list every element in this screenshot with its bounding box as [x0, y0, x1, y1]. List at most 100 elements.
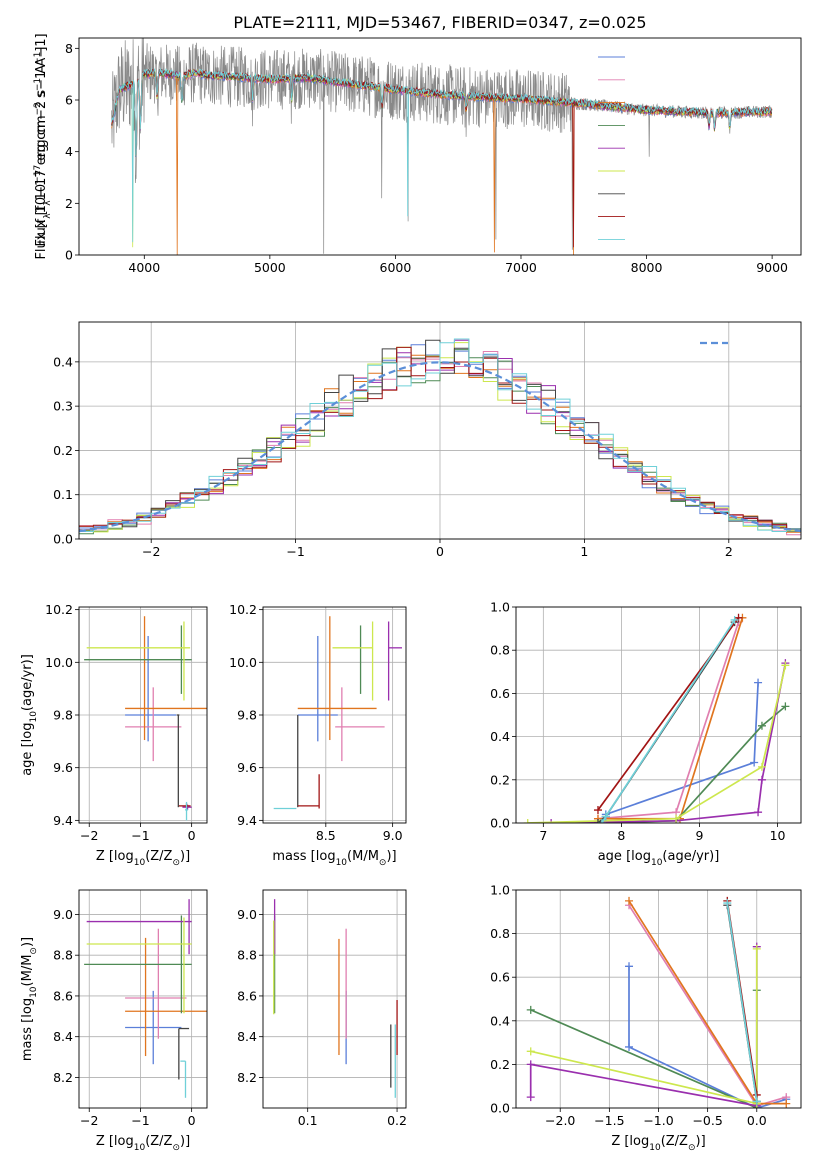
error-bar-marker [86, 899, 192, 955]
axes-frame [262, 889, 407, 1109]
x-tick-label: 9.0 [383, 828, 403, 843]
label-part: 10 [651, 858, 663, 868]
label-part: Z [log [96, 849, 134, 864]
plus-marker [752, 1097, 761, 1106]
label-part: (Z/Z [661, 1134, 688, 1149]
y-tick-label: 0.1 [53, 487, 73, 502]
label-part: 10 [29, 711, 39, 723]
mass-weight-line [726, 902, 758, 1102]
label-part: 10 [34, 197, 49, 214]
x-axis-label: Z [log10(Z/Z⊙)] [96, 849, 190, 868]
y-tick-label: 0.0 [490, 816, 510, 831]
label-part: −2 [33, 102, 43, 115]
y-tick-label: 0.8 [490, 643, 510, 658]
plus-marker [526, 1047, 535, 1056]
error-bar-marker [84, 625, 192, 694]
label-part: −1 [34, 39, 49, 58]
plot-area [526, 896, 791, 1108]
plus-marker [526, 1005, 535, 1014]
label-part: 10 [336, 858, 348, 868]
axes-frame [78, 606, 208, 824]
observed-spectrum-line [111, 38, 773, 254]
y-tick-label: 8.6 [53, 988, 73, 1003]
label-part: mass [log [272, 849, 335, 864]
x-tick-label: 0.0 [747, 1113, 767, 1128]
y-tick-label: 9.0 [53, 907, 73, 922]
mass-weight-line [530, 948, 758, 1105]
mass-weight-series [526, 944, 761, 1108]
y-axis-label: age [log10(age/yr)] [20, 654, 39, 776]
axes-frame [262, 606, 407, 824]
plus-marker [750, 758, 759, 767]
y-tick-label: 9.8 [237, 708, 257, 723]
plus-marker [523, 819, 532, 823]
error-bar-marker [176, 714, 180, 808]
x-tick-label: 8 [617, 828, 625, 843]
x-tick-label: −1 [131, 828, 149, 843]
x-tick-label: −1.0 [643, 1113, 673, 1128]
x-tick-label: 0.1 [298, 1113, 318, 1128]
mass-weight-line [527, 665, 787, 823]
plus-marker [547, 819, 556, 823]
age-vs-mass-panel: 8.5 9.0 9.4 9.6 9.8 10.0 10.2 mass [log10(M/M⊙)… [229, 602, 407, 868]
y-tick-label: 8.4 [53, 1029, 73, 1044]
label-part: ⊙ [172, 858, 180, 868]
error-bar-marker [86, 917, 192, 1014]
plus-marker [754, 678, 763, 687]
y-axis-label: Flux [fλ10−17 erg cm−2 s−1 A−1] [33, 47, 53, 247]
plot-area [84, 899, 207, 1098]
y-tick-label: 0.3 [53, 399, 73, 414]
error-bar-marker [125, 687, 182, 762]
plus-marker [752, 944, 761, 953]
mass-vs-ebv-panel: 0.1 0.2 8.2 8.4 8.6 8.8 9.0 [237, 889, 407, 1128]
plot-area [84, 616, 207, 821]
y-tick-label: 0.0 [53, 532, 73, 547]
plot-area [273, 899, 398, 1098]
plus-marker [757, 775, 766, 784]
label-part: 10 [34, 184, 49, 201]
x-axis-label: Z [log10(Z/Z⊙)] [96, 1134, 190, 1153]
label-part: (M/M [347, 849, 379, 864]
error-bar-marker [297, 774, 320, 809]
label-part: 10 [134, 1143, 146, 1153]
label-part: ⊙ [172, 1143, 180, 1153]
label-part: ⊙ [29, 947, 39, 955]
label-part: age [log [598, 849, 651, 864]
label-part: Z [log [611, 1134, 649, 1149]
label-part: λ [43, 200, 53, 206]
label-part: Flux [f [34, 218, 49, 259]
x-tick-label: 0.2 [387, 1113, 407, 1128]
y-axis-label: Flux [fλ10−17 erg cm−2 s−1 A−1] [34, 33, 53, 259]
plot-area [273, 616, 402, 810]
plot-area [523, 613, 790, 823]
y-tick-label: 0.6 [490, 686, 510, 701]
label-part: )] [20, 937, 35, 947]
label-part: Z [log [96, 1134, 134, 1149]
y-tick-label: 6 [65, 93, 73, 108]
y-tick-label: 0.4 [490, 1013, 510, 1028]
plus-marker [601, 812, 610, 821]
y-tick-label: 8 [65, 41, 73, 56]
label-part: ] [34, 47, 49, 52]
plus-marker [625, 1042, 634, 1051]
label-part: A [34, 65, 49, 78]
label-part: erg cm [34, 115, 49, 164]
mass-vs-metallicity-panel: −2 −1 08.28.48.68.89.0Z [log10(Z/Z⊙)]mass … [20, 889, 208, 1153]
age-vs-metallicity-panel: −2 −1 09.49.69.810.010.2Z [log10(Z/Z⊙)]age… [20, 602, 208, 868]
label-part: −2 [34, 101, 49, 120]
axes-frame [78, 321, 802, 540]
model-spectrum-line [111, 68, 772, 243]
x-tick-label: 5000 [254, 260, 286, 275]
error-bar-marker [125, 937, 207, 1057]
label-part: (age/yr)] [662, 849, 719, 864]
y-tick-label: 8.2 [53, 1070, 73, 1085]
label-part: erg cm [34, 120, 49, 169]
x-tick-label: −1.5 [594, 1113, 624, 1128]
x-tick-label: 0 [188, 1113, 196, 1128]
error-bar-marker [125, 616, 207, 741]
y-tick-label: 9.6 [237, 760, 257, 775]
x-tick-label: 8000 [631, 260, 663, 275]
y-tick-label: 10.2 [229, 602, 257, 617]
